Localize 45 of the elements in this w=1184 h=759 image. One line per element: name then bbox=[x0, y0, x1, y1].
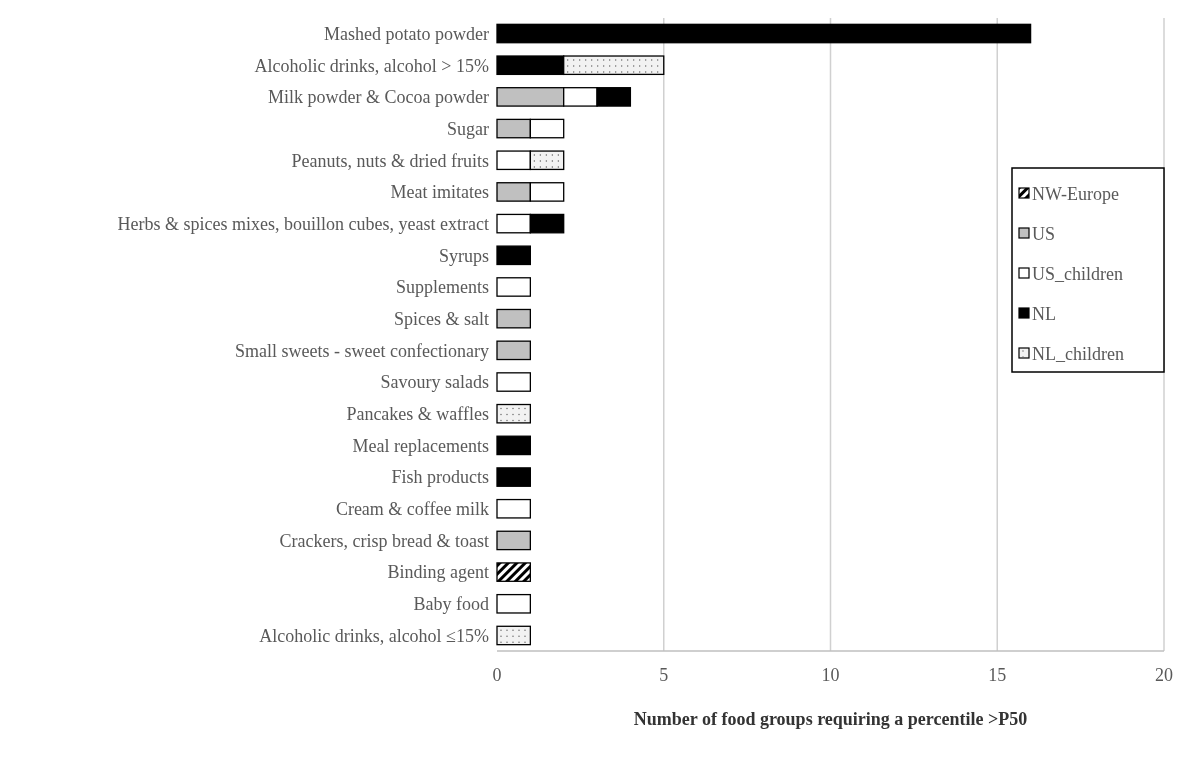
x-tick-label: 5 bbox=[659, 665, 669, 685]
x-axis-title: Number of food groups requiring a percentile >P50 bbox=[633, 709, 1028, 729]
bar bbox=[496, 593, 531, 614]
bar bbox=[496, 277, 531, 297]
bar bbox=[496, 372, 531, 392]
bar bbox=[496, 435, 531, 456]
y-tick-label: Binding agent bbox=[387, 562, 489, 583]
x-tick-label: 10 bbox=[821, 665, 840, 685]
y-tick-label: Alcoholic drinks, alcohol ≤15% bbox=[259, 625, 489, 646]
legend-label: NW-Europe bbox=[1032, 184, 1119, 205]
y-tick-label: Supplements bbox=[396, 277, 489, 298]
bar bbox=[496, 245, 531, 266]
y-tick-label: Fish products bbox=[391, 467, 489, 488]
bar bbox=[496, 562, 531, 582]
bar bbox=[496, 403, 531, 424]
legend-label: US bbox=[1032, 224, 1056, 245]
y-tick-label: Baby food bbox=[413, 594, 489, 615]
y-tick-label: Syrups bbox=[438, 245, 489, 266]
y-tick-label: Herbs & spices mixes, bouillon cubes, yeast extract bbox=[117, 213, 489, 234]
y-tick-label: Crackers, crisp bread & toast bbox=[279, 530, 489, 551]
bar bbox=[496, 625, 531, 646]
y-tick-label: Mashed potato powder bbox=[324, 23, 489, 44]
legend-label: NL bbox=[1032, 304, 1056, 325]
y-tick-label: Alcoholic drinks, alcohol > 15% bbox=[254, 55, 489, 76]
y-tick-label: Meat imitates bbox=[390, 182, 489, 203]
legend-label: NL_children bbox=[1032, 344, 1124, 365]
bar bbox=[496, 530, 531, 551]
y-tick-label: Milk powder & Cocoa powder bbox=[268, 87, 489, 108]
x-tick-label: 0 bbox=[492, 665, 502, 685]
y-tick-label: Cream & coffee milk bbox=[335, 499, 489, 520]
y-tick-label: Meal replacements bbox=[352, 435, 489, 456]
x-tick-label: 20 bbox=[1155, 665, 1173, 685]
bar bbox=[496, 308, 531, 329]
bar bbox=[496, 467, 531, 487]
bar bbox=[496, 340, 531, 361]
y-tick-label: Savoury salads bbox=[380, 372, 489, 393]
bar bbox=[496, 23, 1032, 44]
y-tick-label: Pancakes & waffles bbox=[346, 404, 489, 424]
y-tick-label: Peanuts, nuts & dried fruits bbox=[291, 150, 489, 171]
legend-label: US_children bbox=[1032, 264, 1123, 285]
bar bbox=[496, 498, 531, 519]
y-tick-label: Sugar bbox=[447, 118, 489, 139]
x-tick-label: 15 bbox=[988, 665, 1007, 685]
y-tick-label: Spices & salt bbox=[394, 308, 489, 329]
y-tick-label: Small sweets - sweet confectionary bbox=[235, 340, 489, 361]
